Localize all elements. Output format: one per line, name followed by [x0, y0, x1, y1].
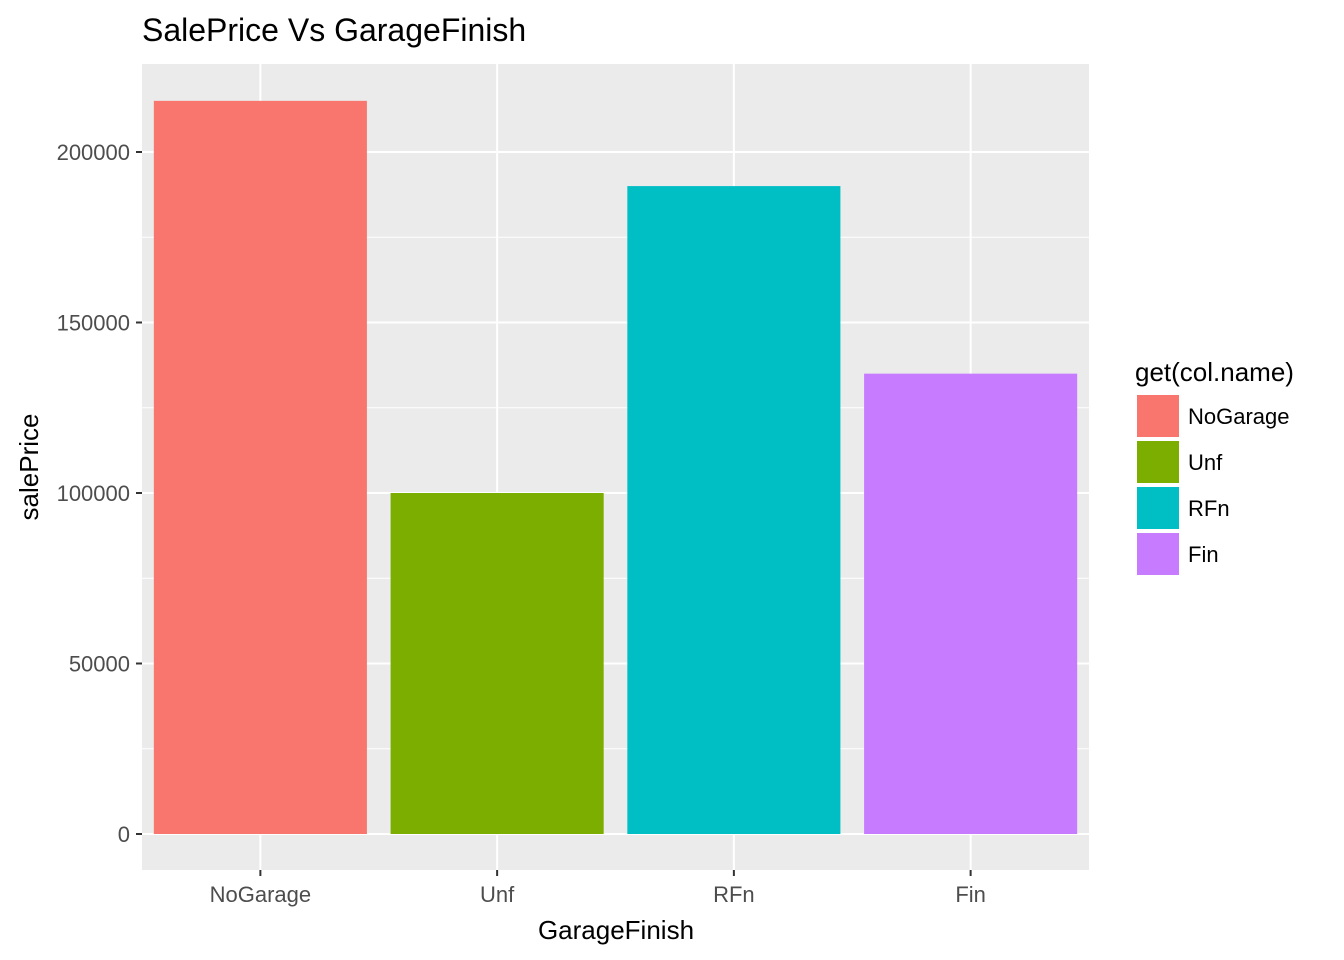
y-tick-label: 150000: [57, 311, 130, 336]
bar-nogarage: [153, 100, 367, 835]
y-axis: 0 50000 100000 150000 200000: [57, 140, 142, 847]
y-axis-title: salePrice: [14, 414, 44, 521]
y-tick-label: 100000: [57, 481, 130, 506]
x-tick-label: Fin: [955, 882, 986, 907]
legend: get(col.name) NoGarage Unf RFn Fin: [1135, 357, 1294, 575]
legend-label: Unf: [1188, 450, 1223, 475]
y-tick-label: 0: [118, 822, 130, 847]
x-axis-title: GarageFinish: [538, 915, 694, 945]
legend-swatch-rfn: [1137, 487, 1179, 529]
x-tick-label: NoGarage: [210, 882, 312, 907]
bar-fin: [864, 373, 1078, 834]
legend-title: get(col.name): [1135, 357, 1294, 387]
y-tick-label: 200000: [57, 140, 130, 165]
legend-label: Fin: [1188, 542, 1219, 567]
x-axis: NoGarage Unf RFn Fin: [210, 870, 986, 907]
x-tick-label: Unf: [480, 882, 515, 907]
legend-swatch-nogarage: [1137, 395, 1179, 437]
legend-swatch-fin: [1137, 533, 1179, 575]
x-tick-label: RFn: [713, 882, 755, 907]
chart-title: SalePrice Vs GarageFinish: [142, 12, 526, 48]
legend-label: NoGarage: [1188, 404, 1290, 429]
legend-swatch-unf: [1137, 441, 1179, 483]
bar-rfn: [627, 186, 841, 835]
bars: [153, 100, 1078, 835]
bar-unf: [390, 493, 604, 834]
legend-label: RFn: [1188, 496, 1230, 521]
y-tick-label: 50000: [69, 652, 130, 677]
